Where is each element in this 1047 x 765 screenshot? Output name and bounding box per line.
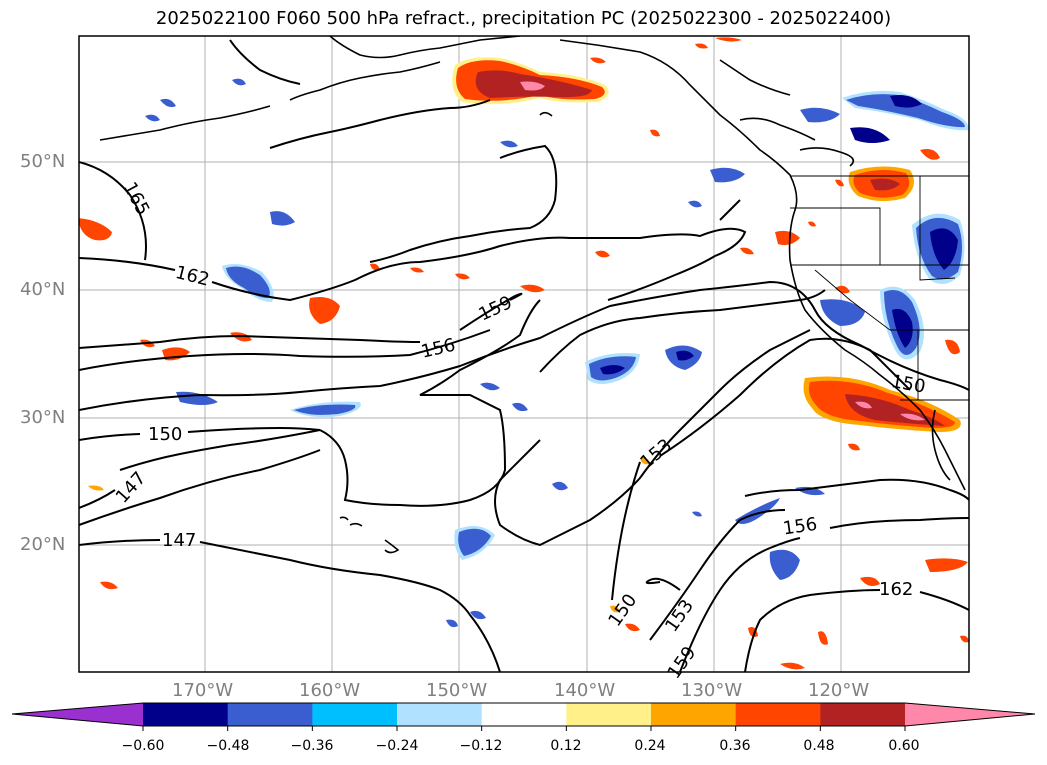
colorbar-swatch: [820, 703, 906, 726]
contour-label: 162: [879, 579, 913, 600]
precip-negative-areas: [145, 78, 969, 628]
contour-label: 156: [782, 514, 819, 540]
coastlines: [99, 36, 966, 554]
plot-frame: [78, 35, 970, 673]
contour-label: 162: [173, 262, 211, 291]
contour-label: 165: [119, 179, 154, 219]
lon-label-170w: 170°W: [172, 680, 234, 701]
colorbar-tick-label: 0.12: [550, 738, 582, 754]
lon-label-120w: 120°W: [808, 680, 870, 701]
colorbar-swatch: [397, 703, 483, 726]
map-title: 2025022100 F060 500 hPa refract., precip…: [155, 8, 892, 29]
colorbar-extend-min: [12, 703, 143, 726]
colorbar-tick-label: 0.60: [888, 738, 920, 754]
colorbar-swatch: [566, 703, 652, 726]
lon-label-160w: 160°W: [299, 680, 361, 701]
colorbar-extend-max: [905, 703, 1035, 726]
lon-label-140w: 140°W: [554, 680, 616, 701]
map-plot: 165 162 159 156 153 150 147 150 147 150 …: [78, 35, 970, 683]
lat-label-30n: 30°N: [20, 407, 66, 428]
contour-label: 156: [419, 335, 457, 363]
colorbar-segments: [12, 703, 1035, 726]
contour-label: 150: [148, 424, 182, 445]
lon-label-150w: 150°W: [426, 680, 488, 701]
lat-label-40n: 40°N: [20, 279, 66, 300]
colorbar-swatch: [651, 703, 737, 726]
contour-label: 147: [162, 530, 196, 551]
colorbar-ticks: [142, 726, 906, 731]
contour-label: 159: [475, 292, 515, 326]
contour-label: 159: [664, 643, 701, 683]
colorbar-swatch: [312, 703, 398, 726]
contour-label: 147: [112, 468, 151, 508]
colorbar-swatch: [481, 703, 567, 726]
colorbar-tick-label: 0.36: [719, 738, 751, 754]
colorbar-tick-label: 0.24: [634, 738, 666, 754]
refractivity-contours: [79, 39, 969, 672]
contour-label: 150: [604, 590, 641, 630]
contour-labels: 165 162 159 156 153 150 147 150 147 150 …: [112, 179, 927, 683]
colorbar-tick-label: −0.36: [290, 738, 334, 754]
precip-positive-areas: [79, 37, 969, 670]
graticule: [79, 36, 969, 672]
colorbar-tick-label: −0.12: [459, 738, 503, 754]
lat-label-20n: 20°N: [20, 534, 66, 555]
colorbar-tick-label: −0.24: [375, 738, 419, 754]
colorbar-outline: [11, 702, 1036, 727]
lon-label-130w: 130°W: [681, 680, 743, 701]
map-field: [79, 36, 969, 672]
colorbar-swatch: [143, 703, 229, 726]
colorbar-swatch: [227, 703, 313, 726]
political-boundaries: [790, 175, 969, 401]
lat-label-50n: 50°N: [20, 151, 66, 172]
contour-label: 153: [661, 596, 698, 636]
colorbar-tick-label: 0.48: [803, 738, 835, 754]
colorbar-tick-label: −0.60: [121, 738, 165, 754]
colorbar-swatch: [735, 703, 821, 726]
colorbar-tick-label: −0.48: [206, 738, 250, 754]
